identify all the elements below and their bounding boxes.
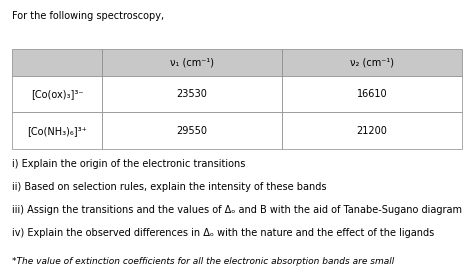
Text: [Co(ox)₃]³⁻: [Co(ox)₃]³⁻ (31, 89, 83, 99)
Text: 16610: 16610 (357, 89, 387, 99)
Text: ν₁ (cm⁻¹): ν₁ (cm⁻¹) (170, 57, 214, 67)
Text: 21200: 21200 (356, 126, 388, 136)
Text: *The value of extinction coefficients for all the electronic absorption bands ar: *The value of extinction coefficients fo… (12, 257, 394, 266)
Text: iii) Assign the transitions and the values of Δₒ and B with the aid of Tanabe-Su: iii) Assign the transitions and the valu… (12, 205, 462, 215)
Text: 23530: 23530 (176, 89, 208, 99)
Text: 29550: 29550 (176, 126, 208, 136)
Text: For the following spectroscopy,: For the following spectroscopy, (12, 11, 164, 21)
Text: [Co(NH₃)₆]³⁺: [Co(NH₃)₆]³⁺ (27, 126, 87, 136)
Text: iv) Explain the observed differences in Δₒ with the nature and the effect of the: iv) Explain the observed differences in … (12, 228, 434, 238)
Text: ii) Based on selection rules, explain the intensity of these bands: ii) Based on selection rules, explain th… (12, 182, 327, 192)
Text: ν₂ (cm⁻¹): ν₂ (cm⁻¹) (350, 57, 394, 67)
Text: i) Explain the origin of the electronic transitions: i) Explain the origin of the electronic … (12, 159, 245, 169)
